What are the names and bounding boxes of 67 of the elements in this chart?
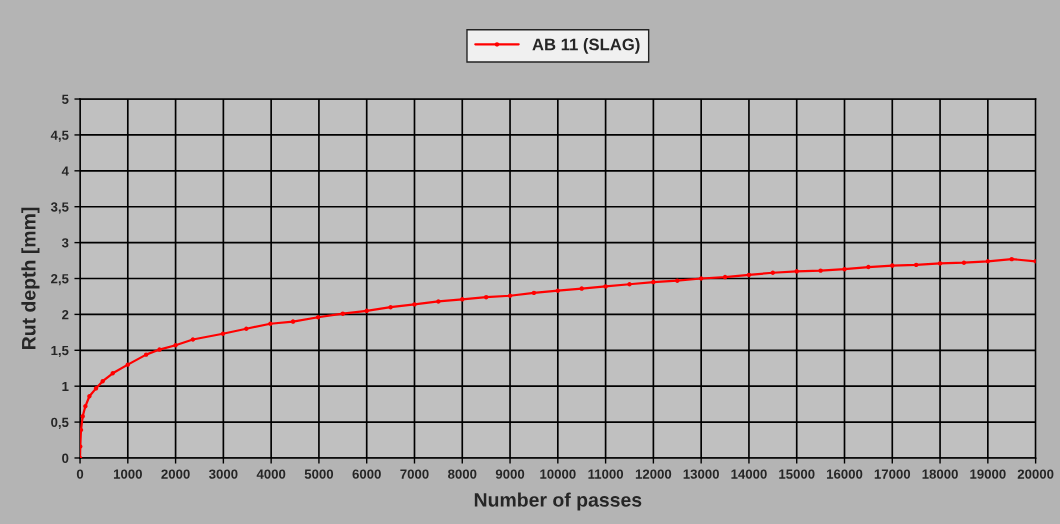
x-tick-label: 3000 <box>209 469 238 479</box>
point <box>890 263 895 268</box>
x-tick-label: 6000 <box>352 469 381 479</box>
point <box>866 264 871 270</box>
x-tick-label: 13000 <box>683 469 719 479</box>
x-tick-label: 9000 <box>495 469 525 479</box>
x-tick-label: 7000 <box>400 469 429 479</box>
point <box>698 276 704 281</box>
y-tick-label: 4 <box>61 166 69 176</box>
point <box>603 284 608 289</box>
x-tick-label: 18000 <box>922 469 958 479</box>
point <box>531 290 537 296</box>
point <box>290 319 296 324</box>
y-tick-label: 0,5 <box>51 417 69 429</box>
y-tick-label: 3,5 <box>50 202 69 214</box>
y-tick-label: 0 <box>62 453 69 463</box>
x-tick-label: 17000 <box>874 469 911 479</box>
point <box>627 282 632 287</box>
y-tick-label: 4,5 <box>50 130 69 142</box>
point <box>818 268 823 273</box>
x-tick-label: 19000 <box>970 469 1006 479</box>
x-tick-label: 10000 <box>540 469 576 479</box>
point <box>675 278 680 283</box>
x-tick-label: 16000 <box>826 469 863 479</box>
x-tick-label: 11000 <box>588 469 624 479</box>
point <box>125 362 131 367</box>
point <box>746 272 752 278</box>
y-tick-label: 2,5 <box>51 274 69 286</box>
x-tick-label: 4000 <box>256 469 286 479</box>
point <box>80 414 85 419</box>
point <box>110 371 115 376</box>
point <box>651 279 656 285</box>
point <box>483 294 489 300</box>
point <box>579 286 584 291</box>
x-axis-title: Number of passes <box>474 492 642 511</box>
y-axis-title: Rut depth [mm] <box>21 207 40 350</box>
point <box>87 394 92 399</box>
x-tick-label: 20000 <box>1017 469 1054 479</box>
point <box>190 337 196 342</box>
point <box>412 302 417 307</box>
x-tick-label: 5000 <box>304 469 334 479</box>
point <box>83 404 88 409</box>
x-tick-label: 0 <box>76 469 84 479</box>
x-tick-label: 2000 <box>161 469 190 479</box>
point <box>244 326 249 331</box>
point <box>388 305 393 310</box>
legend-label: AB 11 (SLAG) <box>532 38 640 54</box>
y-tick-label: 1 <box>62 381 69 391</box>
point <box>794 269 799 274</box>
x-tick-label: 1000 <box>113 469 142 479</box>
y-tick-label: 5 <box>61 94 69 104</box>
point <box>173 343 178 348</box>
point <box>842 266 847 272</box>
x-tick-label: 15000 <box>779 469 815 479</box>
y-tick-label: 2 <box>62 309 69 320</box>
point <box>937 261 943 266</box>
point <box>268 321 273 326</box>
point <box>436 299 441 304</box>
point <box>157 347 162 352</box>
point <box>143 352 149 357</box>
y-tick-label: 3 <box>61 238 69 248</box>
x-tick-label: 12000 <box>635 469 672 479</box>
x-tick-label: 14000 <box>731 469 767 479</box>
x-tick-label: 8000 <box>448 469 477 479</box>
y-tick-label: 1,5 <box>51 346 69 358</box>
point <box>722 274 728 280</box>
point <box>913 262 919 268</box>
